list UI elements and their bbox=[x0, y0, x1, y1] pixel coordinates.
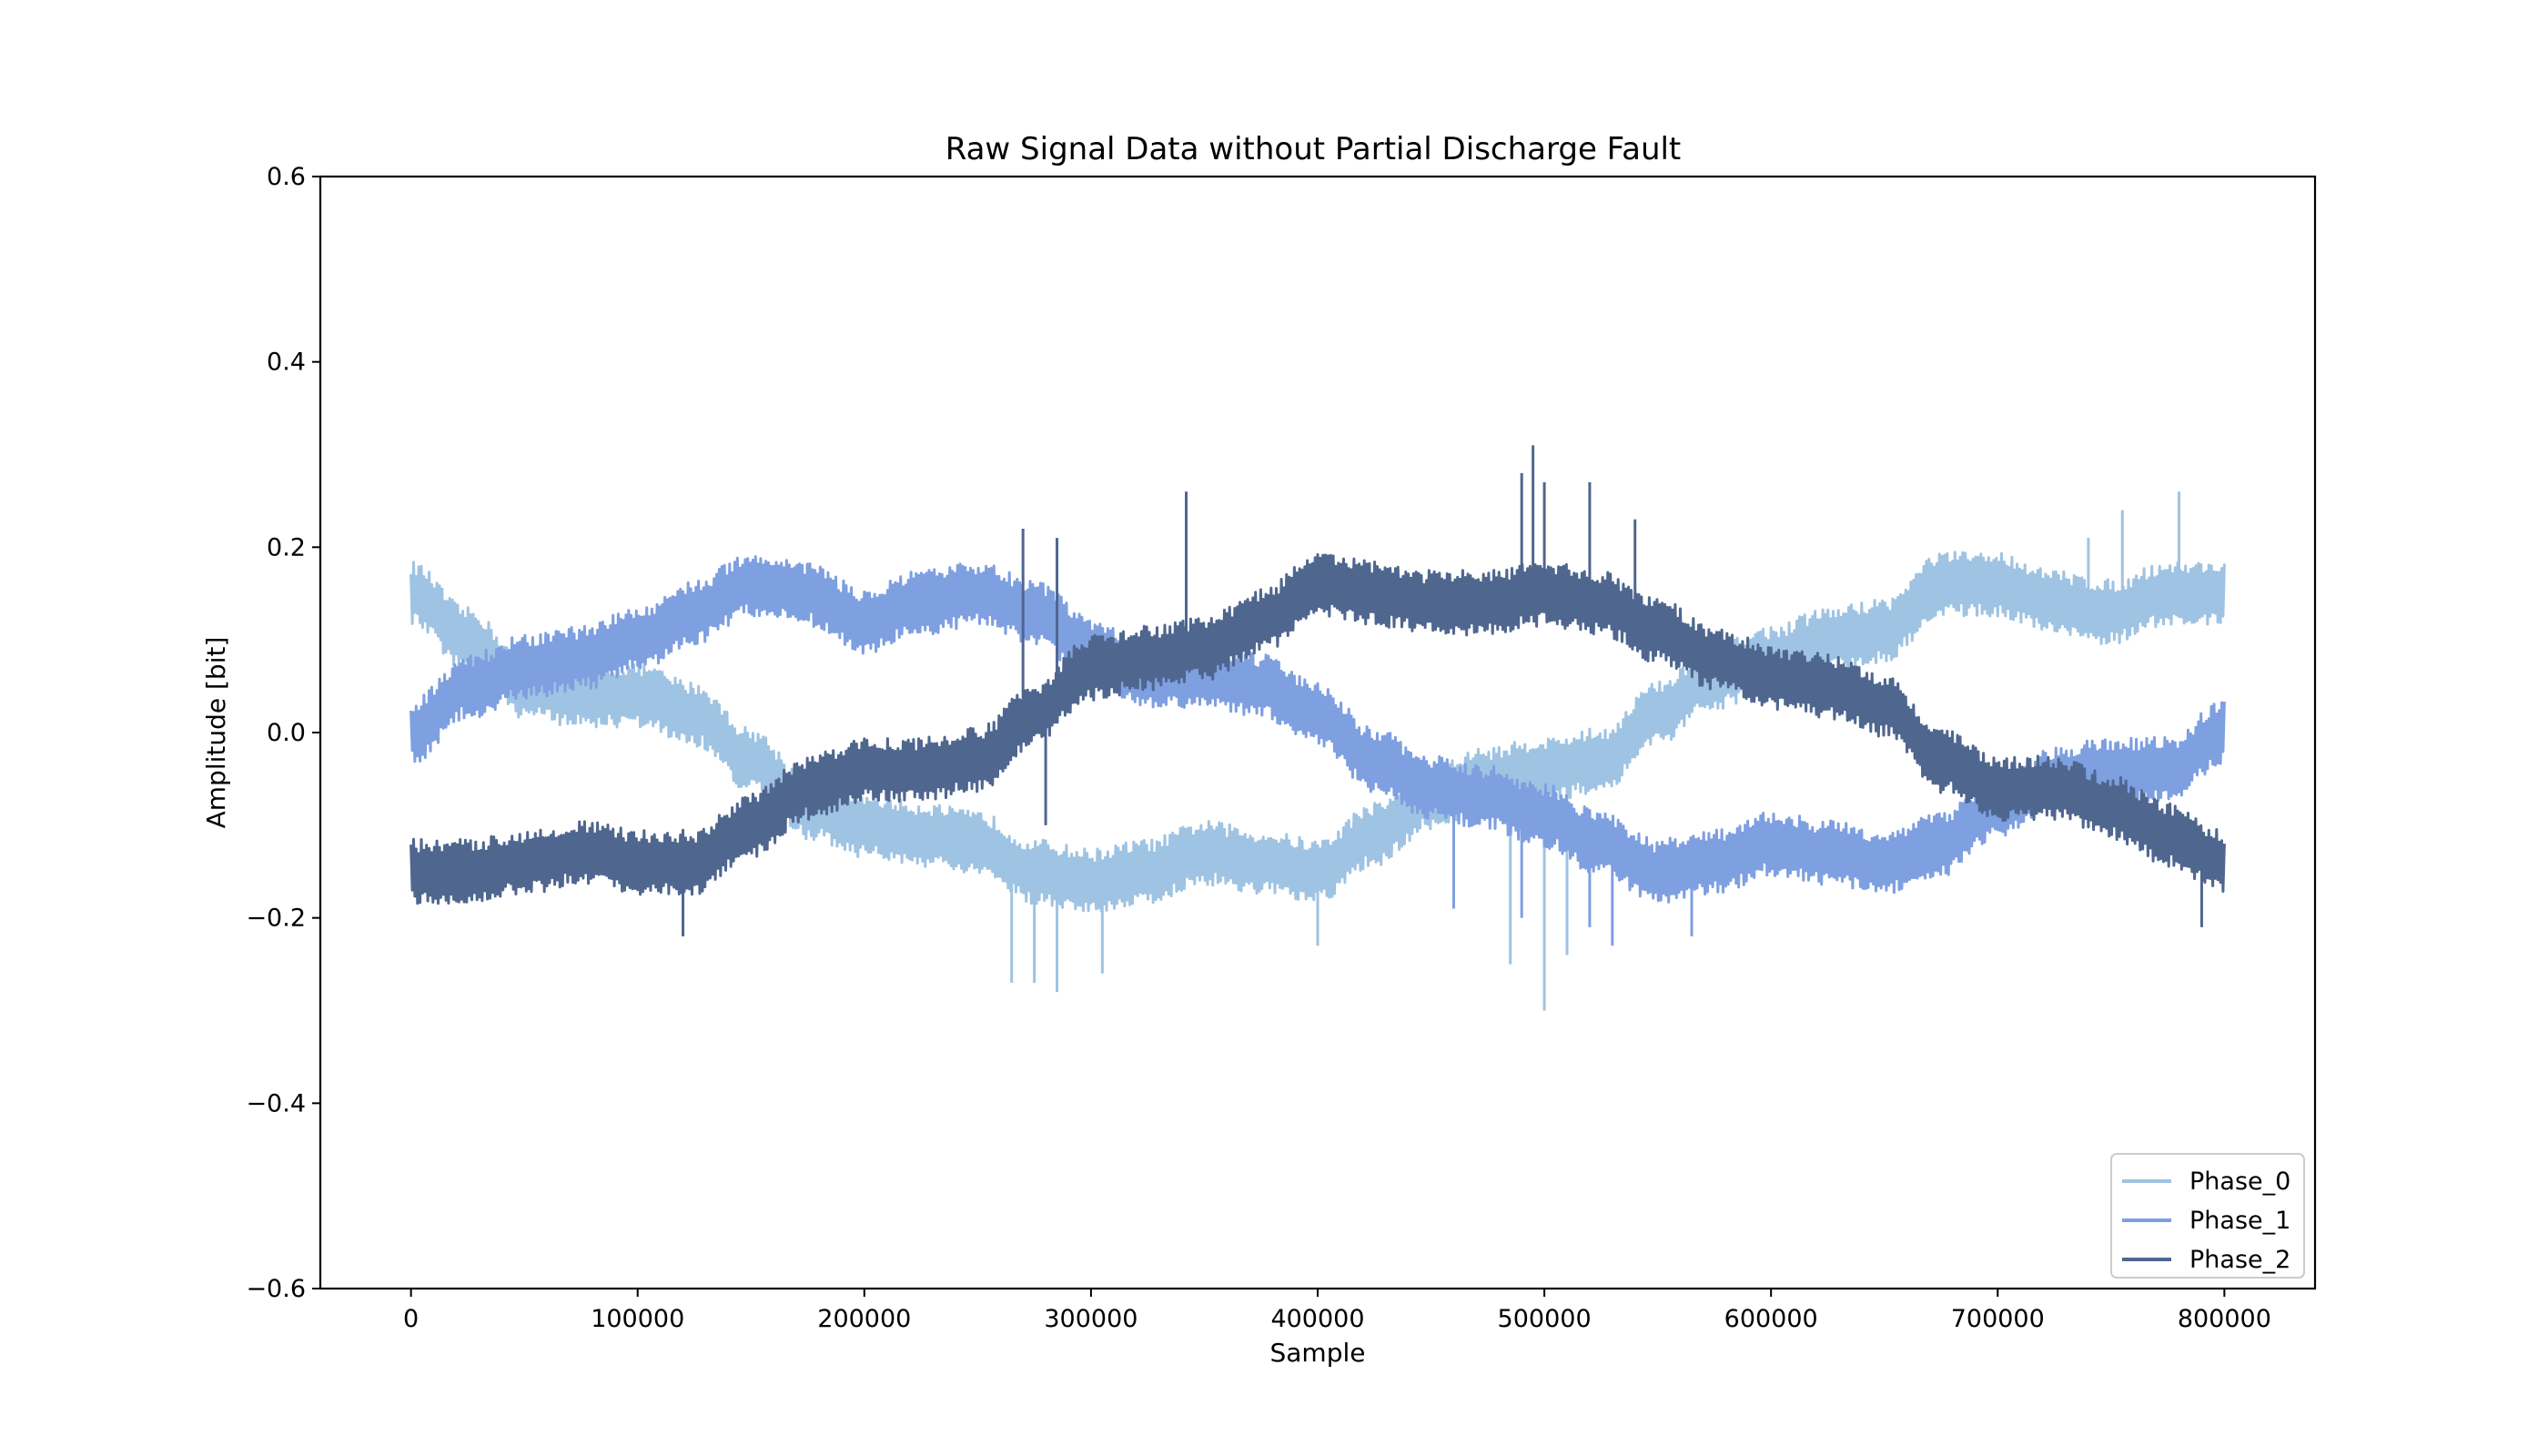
x-tick-label: 0 bbox=[403, 1305, 419, 1333]
x-tick-label: 700000 bbox=[1951, 1305, 2045, 1333]
legend-label: Phase_1 bbox=[2189, 1207, 2290, 1235]
y-tick-label: 0.6 bbox=[267, 163, 306, 191]
series-Phase_0 bbox=[410, 491, 2226, 1011]
series-line bbox=[410, 551, 2226, 913]
x-tick-label: 300000 bbox=[1044, 1305, 1138, 1333]
x-axis-label: Sample bbox=[1270, 1338, 1366, 1368]
series-Phase_2 bbox=[410, 445, 2226, 937]
x-tick-label: 400000 bbox=[1270, 1305, 1364, 1333]
legend: Phase_0 Phase_1 Phase_2 bbox=[2110, 1153, 2305, 1279]
x-tick-label: 100000 bbox=[591, 1305, 684, 1333]
y-tick-label: 0.2 bbox=[267, 533, 306, 561]
x-tick-label: 600000 bbox=[1724, 1305, 1818, 1333]
series-line bbox=[410, 555, 2226, 904]
y-axis: −0.6 −0.4 −0.2 0.0 0.2 0.4 0.6 bbox=[246, 163, 320, 1303]
series-line bbox=[410, 552, 2226, 905]
x-tick-label: 200000 bbox=[817, 1305, 911, 1333]
plot-area bbox=[410, 445, 2226, 1011]
series-Phase_1 bbox=[410, 555, 2226, 946]
chart-title: Raw Signal Data without Partial Discharg… bbox=[945, 131, 1682, 167]
legend-item: Phase_0 bbox=[2122, 1168, 2290, 1196]
legend-item: Phase_2 bbox=[2122, 1246, 2290, 1274]
y-tick-label: −0.2 bbox=[246, 905, 306, 933]
x-tick-label: 500000 bbox=[1498, 1305, 1592, 1333]
legend-box bbox=[2110, 1153, 2305, 1279]
x-tick-label: 800000 bbox=[2178, 1305, 2271, 1333]
legend-item: Phase_1 bbox=[2122, 1207, 2290, 1235]
y-tick-label: 0.4 bbox=[267, 349, 306, 377]
y-axis-label: Amplitude [bit] bbox=[201, 637, 231, 829]
y-tick-label: 0.0 bbox=[267, 719, 306, 747]
y-tick-label: −0.4 bbox=[246, 1089, 306, 1117]
x-axis: 0 100000 200000 300000 400000 500000 600000 700… bbox=[403, 1289, 2271, 1333]
legend-label: Phase_0 bbox=[2189, 1168, 2290, 1196]
legend-label: Phase_2 bbox=[2189, 1246, 2290, 1274]
y-tick-label: −0.6 bbox=[246, 1275, 306, 1303]
